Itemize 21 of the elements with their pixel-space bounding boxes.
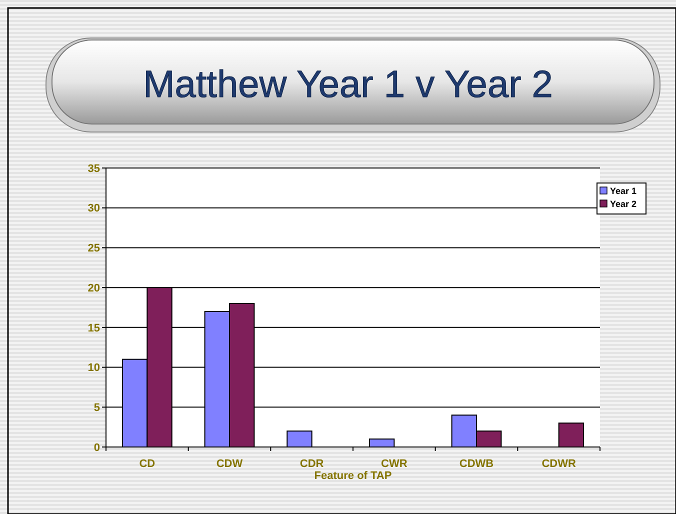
- legend-label: Year 2: [610, 199, 637, 209]
- y-tick-label: 20: [88, 282, 100, 294]
- x-tick-label: CDWB: [459, 458, 494, 470]
- y-tick-label: 25: [88, 242, 100, 255]
- bar: [368, 438, 395, 448]
- y-tick-label: 10: [88, 362, 100, 374]
- bar: [286, 430, 312, 448]
- chart-title: Matthew Year 1 v Year 2: [143, 64, 553, 106]
- legend-label: Year 1: [610, 186, 637, 196]
- y-tick-label: 15: [88, 322, 100, 334]
- x-tick-label: CWR: [381, 458, 408, 470]
- x-axis-title: Feature of TAP: [314, 470, 392, 482]
- y-tick-label: 30: [88, 202, 100, 215]
- y-tick-label: 35: [88, 162, 100, 175]
- x-tick-label: CDWR: [542, 458, 576, 470]
- x-tick-label: CDR: [300, 458, 324, 470]
- y-tick-label: 0: [94, 442, 100, 454]
- y-tick-label: 5: [94, 402, 100, 414]
- x-tick-label: CD: [139, 458, 156, 470]
- x-tick-label: CDW: [216, 458, 244, 470]
- bar: [558, 422, 584, 448]
